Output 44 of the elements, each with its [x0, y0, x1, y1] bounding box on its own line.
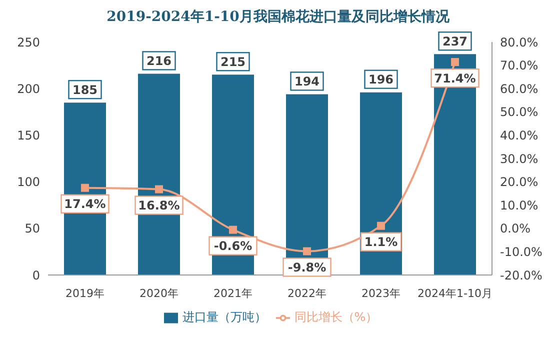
y-tick-label: 250 — [17, 35, 40, 50]
point — [451, 58, 459, 66]
point — [377, 222, 385, 230]
y2-tick-label: -10.0% — [500, 244, 542, 259]
chart-title: 2019-2024年1-10月我国棉花进口量及同比增长情况 — [106, 8, 450, 27]
data-label: 196 — [368, 72, 394, 87]
y2-tick-label: 20.0% — [500, 175, 538, 190]
x-tick-label: 2021年 — [214, 286, 252, 300]
data-label: 17.4% — [64, 197, 106, 212]
data-label: 1.1% — [364, 235, 398, 250]
data-label: -0.6% — [214, 239, 252, 254]
data-label: 185 — [72, 82, 98, 97]
data-label: 215 — [220, 54, 246, 69]
y2-tick-label: 80.0% — [500, 35, 538, 50]
legend-label: 同比增长（%） — [294, 310, 378, 324]
y2-tick-label: 40.0% — [500, 128, 538, 142]
x-tick-label: 2020年 — [140, 286, 178, 300]
data-label: 237 — [442, 34, 468, 48]
legend-label: 进口量（万吨） — [182, 310, 266, 324]
data-label: 194 — [294, 74, 320, 88]
point — [81, 184, 89, 192]
y2-tick-label: 50.0% — [500, 105, 538, 120]
y-tick-label: 50 — [24, 222, 40, 236]
y2-tick-label: 0.0% — [500, 222, 530, 236]
x-tick-label: 2019年 — [66, 286, 104, 300]
y-tick-label: 100 — [17, 175, 40, 190]
y2-tick-label: 30.0% — [500, 152, 538, 166]
y-tick-label: 200 — [17, 82, 40, 96]
y2-tick-label: 60.0% — [500, 82, 538, 96]
point — [229, 226, 237, 234]
data-label: -9.8% — [288, 260, 326, 275]
data-label: 216 — [146, 54, 172, 68]
y-tick-label: 0 — [32, 268, 40, 282]
y-tick-label: 150 — [17, 128, 40, 142]
y2-tick-label: 10.0% — [500, 198, 538, 212]
data-label: 16.8% — [138, 198, 180, 213]
x-tick-label: 2023年 — [362, 286, 400, 300]
y2-tick-label: -20.0% — [500, 268, 542, 282]
x-tick-label: 2024年1-10月 — [418, 286, 492, 300]
point — [303, 247, 311, 256]
x-tick-label: 2022年 — [288, 286, 326, 300]
data-label: 71.4% — [434, 71, 476, 86]
point — [155, 185, 163, 194]
y2-tick-label: 70.0% — [500, 58, 538, 73]
